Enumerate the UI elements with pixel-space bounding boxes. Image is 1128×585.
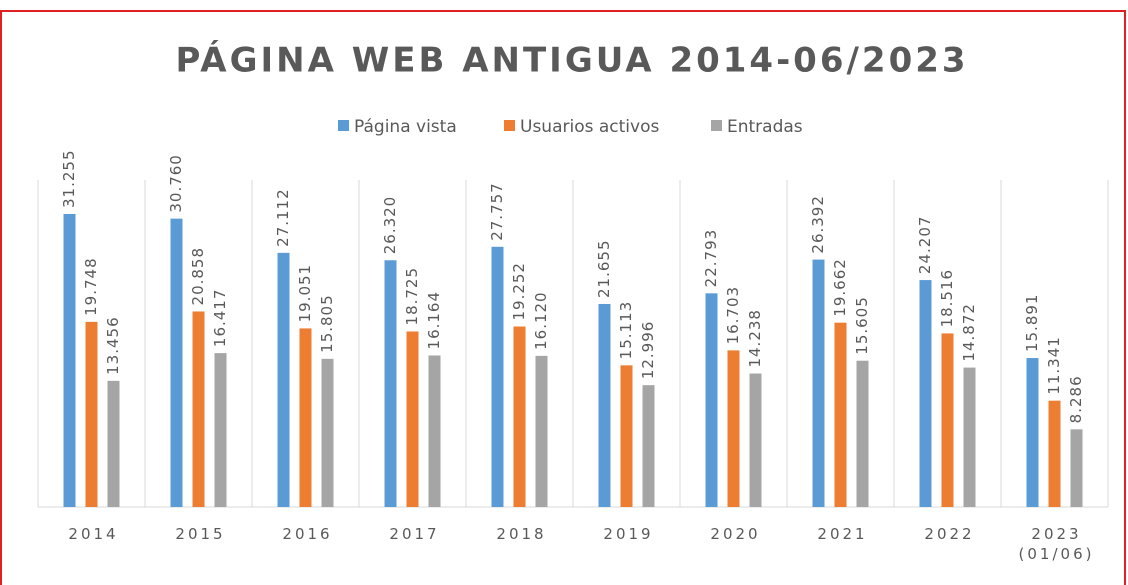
- chart-title: PÁGINA WEB ANTIGUA 2014-06/2023: [175, 40, 968, 81]
- value-label: 30.760: [167, 154, 185, 213]
- x-tick-label: 2016: [282, 525, 333, 543]
- value-label: 16.120: [532, 291, 550, 350]
- value-label: 14.238: [746, 309, 764, 368]
- x-tick-label: 2015: [175, 525, 226, 543]
- value-label: 26.392: [809, 195, 827, 254]
- value-label: 19.662: [831, 258, 849, 317]
- value-label: 15.113: [617, 301, 635, 360]
- bar: [491, 246, 504, 508]
- frame: [0, 10, 1126, 585]
- bar: [384, 260, 397, 507]
- x-tick-label: 2023 (01/06): [1018, 525, 1095, 563]
- bar: [812, 259, 825, 507]
- legend-swatch: [711, 120, 722, 131]
- x-tick-label: 2017: [389, 525, 440, 543]
- bar: [214, 353, 227, 507]
- bar: [749, 373, 762, 507]
- value-label: 19.252: [510, 262, 528, 321]
- bar: [727, 350, 740, 507]
- bar: [107, 380, 120, 507]
- value-label: 13.456: [104, 316, 122, 375]
- bar: [620, 365, 633, 507]
- x-tick-label: 2020: [710, 525, 761, 543]
- x-tick-label: 2022: [924, 525, 975, 543]
- bar: [299, 328, 312, 507]
- value-label: 8.286: [1067, 375, 1085, 423]
- value-label: 16.164: [425, 291, 443, 350]
- value-label: 27.112: [274, 188, 292, 247]
- value-label: 24.207: [916, 216, 934, 275]
- x-tick-label: 2014: [68, 525, 119, 543]
- value-label: 18.516: [938, 269, 956, 328]
- bar: [428, 355, 441, 507]
- bar: [170, 218, 183, 507]
- bar: [406, 331, 419, 507]
- value-label: 11.341: [1045, 336, 1063, 395]
- bar: [856, 360, 869, 507]
- bar: [1070, 429, 1083, 507]
- value-label: 20.858: [189, 247, 207, 306]
- value-label: 27.757: [488, 182, 506, 241]
- bar: [85, 321, 98, 507]
- value-label: 12.996: [639, 321, 657, 380]
- value-label: 26.320: [381, 196, 399, 255]
- bar: [321, 358, 334, 507]
- value-label: 21.655: [595, 239, 613, 298]
- bar: [513, 326, 526, 507]
- legend-label: Usuarios activos: [520, 117, 659, 137]
- value-label: 15.805: [318, 294, 336, 353]
- bar: [192, 311, 205, 507]
- value-label: 22.793: [702, 229, 720, 288]
- value-label: 15.605: [853, 296, 871, 355]
- bar: [1048, 400, 1061, 507]
- value-label: 15.891: [1023, 294, 1041, 353]
- legend-label: Entradas: [727, 117, 803, 137]
- x-tick-label: 2019: [603, 525, 654, 543]
- bar: [941, 333, 954, 507]
- value-label: 16.417: [211, 289, 229, 348]
- x-tick-label: 2018: [496, 525, 547, 543]
- bar: [642, 385, 655, 507]
- value-label: 18.725: [403, 267, 421, 326]
- bar: [535, 355, 548, 507]
- bar: [277, 252, 290, 507]
- bar: [598, 303, 611, 507]
- legend-swatch: [338, 120, 349, 131]
- value-label: 19.051: [296, 264, 314, 323]
- bar: [919, 280, 932, 507]
- bar: [1026, 358, 1039, 507]
- value-label: 14.872: [960, 303, 978, 362]
- x-tick-label: 2021: [817, 525, 868, 543]
- legend-label: Página vista: [354, 117, 457, 137]
- bar: [834, 322, 847, 507]
- bar: [963, 367, 976, 507]
- value-label: 16.703: [724, 286, 742, 345]
- value-label: 31.255: [60, 150, 78, 209]
- bar: [63, 214, 76, 507]
- value-label: 19.748: [82, 257, 100, 316]
- bar: [705, 293, 718, 507]
- legend-swatch: [504, 120, 515, 131]
